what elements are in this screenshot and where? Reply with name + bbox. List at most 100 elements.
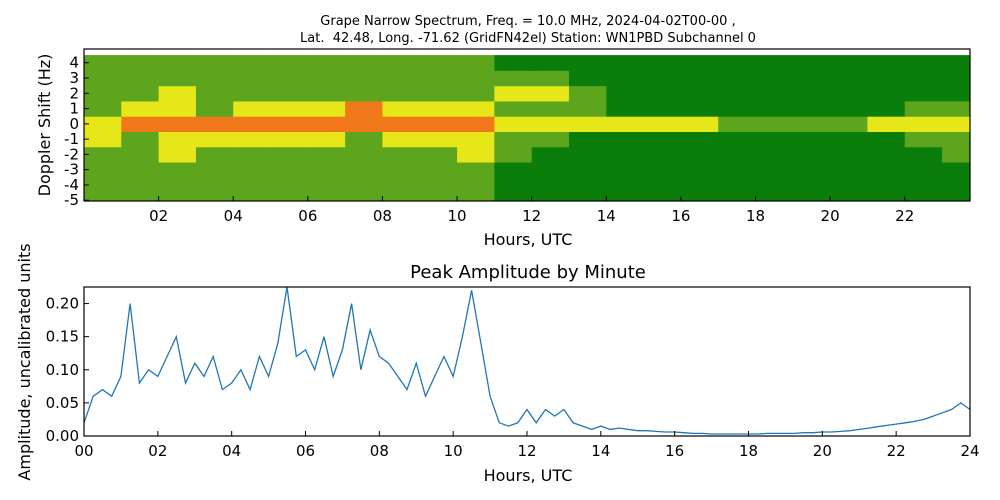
- y-tick-label: 2: [69, 84, 79, 102]
- x-tick-label: 12: [517, 442, 536, 460]
- heatmap-cell: [942, 131, 970, 148]
- heatmap-cell: [307, 70, 346, 87]
- heatmap-cell: [233, 85, 272, 102]
- heatmap: [84, 55, 970, 201]
- heatmap-cell: [568, 162, 607, 178]
- heatmap-cell: [942, 192, 970, 201]
- heatmap-cell: [942, 70, 970, 87]
- heatmap-cell: [382, 55, 421, 71]
- heatmap-cell: [195, 85, 234, 102]
- heatmap-cell: [307, 55, 346, 71]
- heatmap-cell: [195, 177, 234, 194]
- heatmap-cell: [904, 146, 943, 163]
- x-tick-label: 06: [296, 442, 315, 460]
- x-axis-label: Hours, UTC: [484, 466, 573, 485]
- heatmap-cell: [121, 146, 160, 163]
- heatmap-cell: [84, 85, 122, 102]
- heatmap-cell: [419, 146, 458, 163]
- heatmap-cell: [382, 131, 421, 148]
- heatmap-cell: [904, 70, 943, 87]
- heatmap-cell: [904, 116, 943, 132]
- y-tick-label: 0: [69, 115, 79, 133]
- heatmap-cell: [270, 55, 309, 71]
- heatmap-cell: [382, 70, 421, 87]
- heatmap-cell: [718, 55, 756, 71]
- heatmap-cell: [680, 131, 719, 148]
- heatmap-cell: [867, 100, 906, 117]
- heatmap-cell: [270, 70, 309, 87]
- heatmap-cell: [643, 146, 682, 163]
- heatmap-cell: [792, 146, 831, 163]
- heatmap-cell: [419, 177, 458, 194]
- heatmap-cell: [382, 100, 421, 117]
- x-tick-label: 10: [444, 442, 463, 460]
- heatmap-cell: [830, 177, 868, 194]
- heatmap-cell: [680, 55, 719, 71]
- heatmap-cell: [345, 85, 383, 102]
- heatmap-cell: [158, 146, 197, 163]
- heatmap-cell: [158, 192, 197, 201]
- heatmap-cell: [606, 162, 645, 178]
- heatmap-cell: [830, 131, 868, 148]
- y-axis-label: Doppler Shift (Hz): [35, 54, 54, 197]
- heatmap-cell: [494, 85, 533, 102]
- heatmap-cell: [830, 55, 868, 71]
- heatmap-cell: [494, 131, 533, 148]
- heatmap-cell: [457, 55, 495, 71]
- chart-title: Lat. 42.48, Long. -71.62 (GridFN42el) St…: [300, 31, 756, 46]
- heatmap-cell: [195, 116, 234, 132]
- heatmap-cell: [233, 146, 272, 163]
- heatmap-cell: [568, 116, 607, 132]
- heatmap-cell: [382, 116, 421, 132]
- heatmap-cell: [792, 85, 831, 102]
- heatmap-cell: [942, 162, 970, 178]
- heatmap-cell: [904, 162, 943, 178]
- x-tick-label: 22: [887, 442, 906, 460]
- chart-title: Grape Narrow Spectrum, Freq. = 10.0 MHz,…: [320, 14, 735, 29]
- heatmap-cell: [606, 131, 645, 148]
- heatmap-cell: [792, 116, 831, 132]
- heatmap-cell: [568, 85, 607, 102]
- y-tick-label: 1: [69, 100, 79, 118]
- heatmap-cell: [457, 192, 495, 201]
- heatmap-cell: [606, 85, 645, 102]
- heatmap-cell: [419, 55, 458, 71]
- heatmap-cell: [494, 177, 533, 194]
- heatmap-cell: [643, 85, 682, 102]
- heatmap-cell: [531, 162, 570, 178]
- heatmap-cell: [867, 55, 906, 71]
- heatmap-cell: [345, 116, 383, 132]
- heatmap-cell: [867, 70, 906, 87]
- heatmap-cell: [606, 70, 645, 87]
- x-tick-label: 08: [370, 442, 389, 460]
- heatmap-cell: [904, 192, 943, 201]
- heatmap-cell: [531, 116, 570, 132]
- chart-title: Peak Amplitude by Minute: [410, 262, 646, 283]
- heatmap-cell: [158, 55, 197, 71]
- heatmap-cell: [792, 162, 831, 178]
- heatmap-cell: [942, 55, 970, 71]
- heatmap-cell: [84, 70, 122, 87]
- heatmap-cell: [718, 192, 756, 201]
- heatmap-cell: [158, 70, 197, 87]
- heatmap-cell: [718, 162, 756, 178]
- heatmap-cell: [643, 70, 682, 87]
- heatmap-cell: [606, 192, 645, 201]
- heatmap-cell: [904, 131, 943, 148]
- heatmap-cell: [307, 146, 346, 163]
- heatmap-cell: [568, 70, 607, 87]
- x-tick-label: 14: [591, 442, 610, 460]
- y-tick-label: 0.15: [46, 328, 79, 346]
- y-tick-label: -4: [64, 176, 79, 194]
- heatmap-cell: [270, 116, 309, 132]
- heatmap-cell: [494, 116, 533, 132]
- heatmap-cell: [84, 116, 122, 132]
- heatmap-cell: [494, 192, 533, 201]
- heatmap-cell: [494, 70, 533, 87]
- y-tick-label: -5: [64, 191, 79, 209]
- heatmap-cell: [195, 146, 234, 163]
- data-line: [83, 286, 971, 435]
- heatmap-cell: [84, 100, 122, 117]
- heatmap-cell: [121, 100, 160, 117]
- heatmap-cell: [942, 177, 970, 194]
